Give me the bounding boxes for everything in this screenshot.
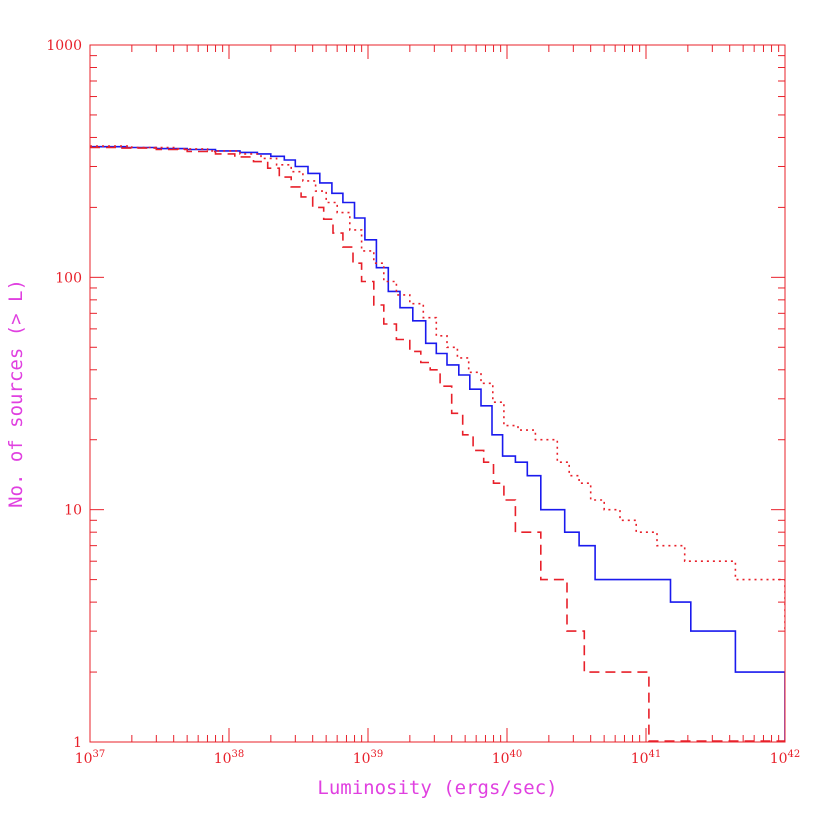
series-solid-line bbox=[90, 145, 785, 741]
series-layer bbox=[90, 145, 785, 742]
x-tick-label: 1042 bbox=[770, 749, 801, 767]
series-dashed-line bbox=[90, 146, 785, 742]
tick-labels: 1037 1038 1039 1040 1041 1042 1 10 100 1000 bbox=[46, 38, 800, 767]
x-tick-label: 1038 bbox=[214, 749, 245, 767]
series-dotted-line bbox=[90, 145, 785, 632]
y-tick-label: 100 bbox=[55, 270, 82, 286]
x-tick-label: 1037 bbox=[75, 749, 106, 767]
axis-ticks bbox=[89, 44, 786, 743]
x-tick-label: 1041 bbox=[631, 749, 662, 767]
y-tick-label: 1 bbox=[73, 735, 82, 751]
x-axis-title: Luminosity (ergs/sec) bbox=[317, 777, 557, 799]
y-tick-label: 10 bbox=[64, 503, 82, 519]
x-tick-label: 1040 bbox=[492, 749, 523, 767]
y-axis-title: No. of sources (> L) bbox=[5, 279, 27, 508]
x-tick-label: 1039 bbox=[353, 749, 384, 767]
y-tick-label: 1000 bbox=[46, 38, 82, 54]
plot-frame bbox=[89, 44, 786, 743]
